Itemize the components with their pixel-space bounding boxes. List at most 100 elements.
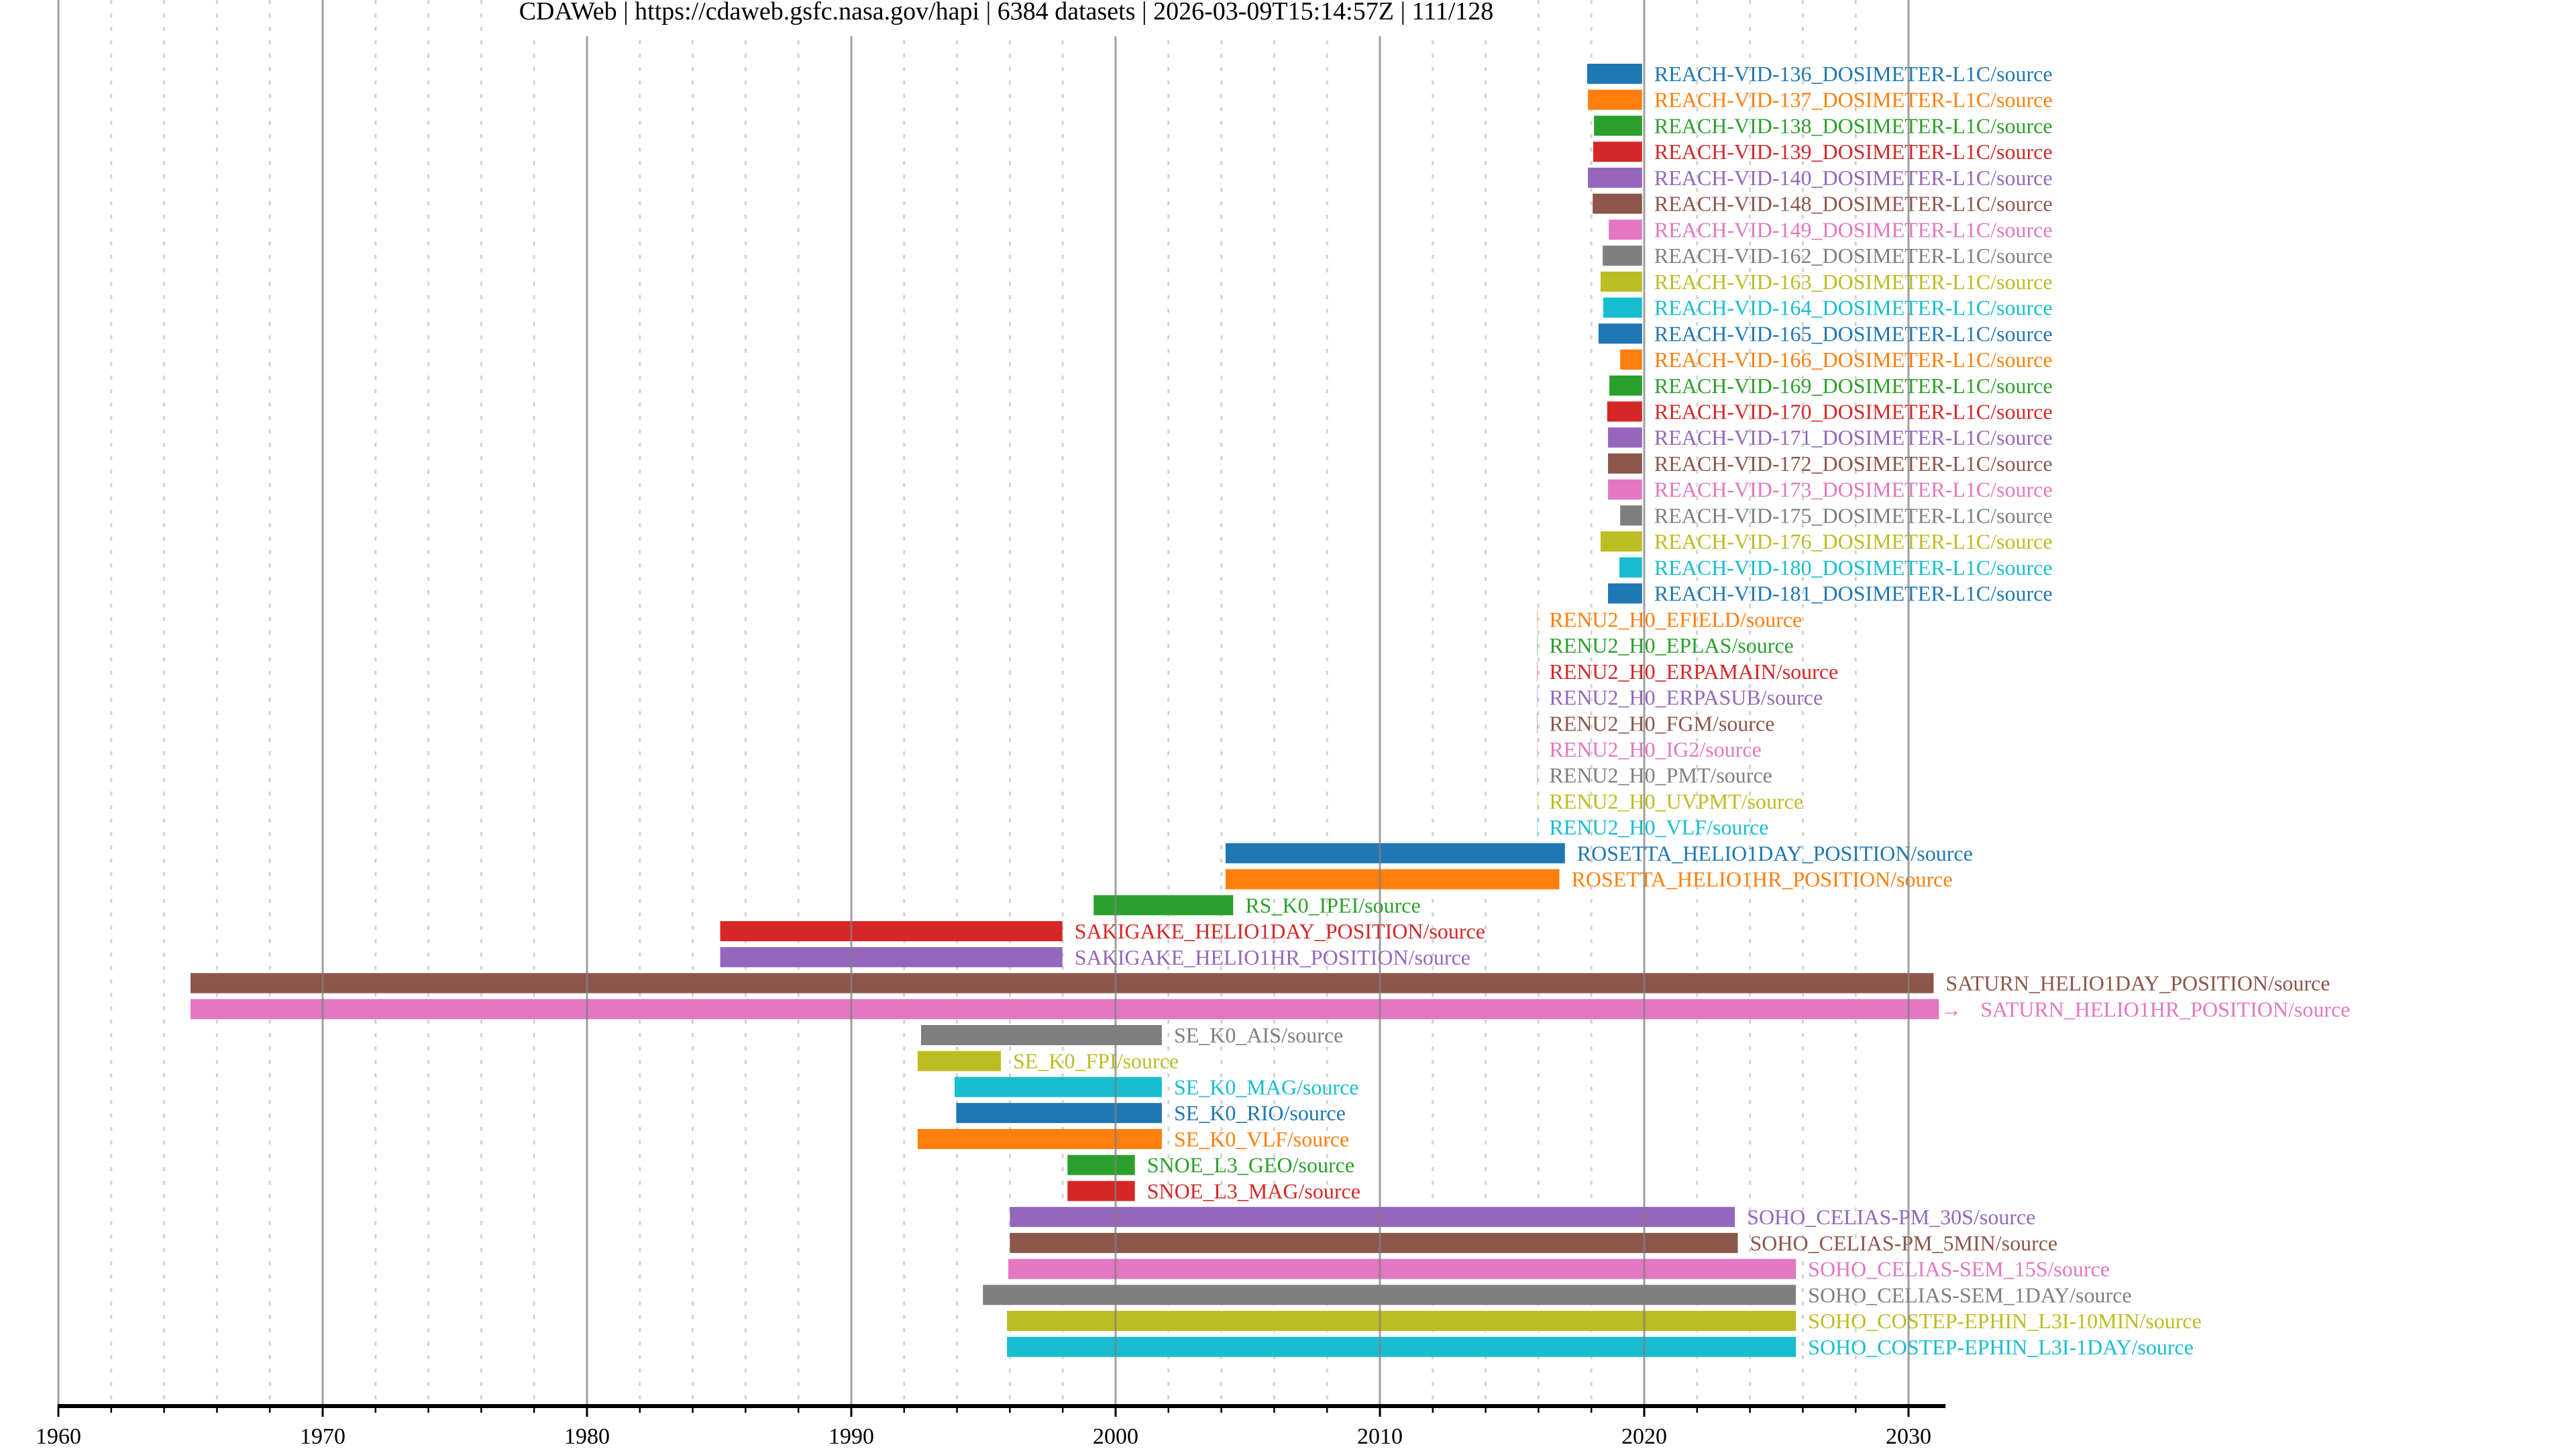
dataset-bar[interactable] [1593, 142, 1642, 162]
dataset-label[interactable]: REACH-VID-136_DOSIMETER-L1C/source [1654, 62, 2053, 86]
dataset-bar[interactable] [1603, 246, 1642, 266]
dataset-bar[interactable] [1600, 271, 1642, 292]
dataset-bar[interactable] [1225, 843, 1565, 863]
dataset-bar[interactable] [1603, 297, 1642, 318]
dataset-bar[interactable] [1537, 661, 1538, 682]
dataset-label[interactable]: RENU2_H0_EPLAS/source [1549, 633, 1793, 657]
dataset-label[interactable]: RENU2_H0_EFIELD/source [1549, 607, 1802, 631]
dataset-bar[interactable] [1537, 609, 1538, 630]
dataset-label[interactable]: REACH-VID-138_DOSIMETER-L1C/source [1654, 113, 2053, 138]
dataset-label[interactable]: REACH-VID-181_DOSIMETER-L1C/source [1654, 582, 2053, 606]
dataset-bar[interactable] [720, 947, 1063, 967]
dataset-bar[interactable] [1010, 1232, 1738, 1253]
dataset-label[interactable]: SOHO_COSTEP-EPHIN_L3I-1DAY/source [1808, 1335, 2194, 1359]
dataset-label[interactable]: SATURN_HELIO1DAY_POSITION/source [1945, 971, 2330, 996]
dataset-bar[interactable] [1008, 1258, 1796, 1279]
dataset-bar[interactable] [1608, 479, 1642, 500]
dataset-label[interactable]: REACH-VID-169_DOSIMETER-L1C/source [1654, 374, 2053, 398]
dataset-label[interactable]: REACH-VID-148_DOSIMETER-L1C/source [1654, 192, 2053, 216]
dataset-label[interactable]: SE_K0_VLF/source [1174, 1127, 1349, 1151]
dataset-label[interactable]: SE_K0_MAG/source [1174, 1075, 1359, 1099]
dataset-bar[interactable] [1619, 557, 1642, 578]
dataset-label[interactable]: RENU2_H0_ERPAMAIN/source [1549, 659, 1838, 684]
dataset-bar[interactable] [1537, 791, 1538, 812]
dataset-label[interactable]: ROSETTA_HELIO1DAY_POSITION/source [1577, 841, 1973, 865]
dataset-label[interactable]: RS_K0_IPEI/source [1245, 893, 1420, 917]
dataset-bar[interactable] [1067, 1155, 1135, 1175]
dataset-label[interactable]: REACH-VID-164_DOSIMETER-L1C/source [1654, 296, 2053, 320]
dataset-bar[interactable] [191, 973, 1934, 994]
dataset-label[interactable]: REACH-VID-139_DOSIMETER-L1C/source [1654, 140, 2053, 164]
dataset-bar[interactable] [1620, 505, 1642, 526]
dataset-label[interactable]: SAKIGAKE_HELIO1HR_POSITION/source [1075, 945, 1470, 969]
dataset-bar[interactable] [956, 1103, 1162, 1124]
dataset-bar[interactable] [1593, 193, 1642, 214]
dataset-bar[interactable] [1007, 1336, 1796, 1357]
dataset-bar[interactable] [1537, 687, 1538, 708]
dataset-bar[interactable] [720, 921, 1063, 942]
dataset-bar[interactable] [1067, 1181, 1135, 1201]
dataset-label[interactable]: REACH-VID-172_DOSIMETER-L1C/source [1654, 451, 2053, 476]
dataset-label[interactable]: SOHO_CELIAS-SEM_15S/source [1808, 1257, 2110, 1281]
dataset-bar[interactable] [1537, 713, 1538, 734]
dataset-bar[interactable] [1588, 167, 1642, 188]
dataset-label[interactable]: SE_K0_AIS/source [1174, 1023, 1343, 1047]
dataset-label[interactable]: REACH-VID-171_DOSIMETER-L1C/source [1654, 425, 2053, 449]
dataset-label[interactable]: SOHO_COSTEP-EPHIN_L3I-10MIN/source [1808, 1309, 2202, 1333]
dataset-bar[interactable] [1537, 635, 1538, 656]
dataset-label[interactable]: SOHO_CELIAS-PM_30S/source [1747, 1205, 2035, 1229]
dataset-label[interactable]: SAKIGAKE_HELIO1DAY_POSITION/source [1075, 919, 1485, 943]
dataset-label[interactable]: REACH-VID-176_DOSIMETER-L1C/source [1654, 529, 2053, 553]
dataset-label[interactable]: ROSETTA_HELIO1HR_POSITION/source [1572, 867, 1953, 892]
dataset-label[interactable]: REACH-VID-166_DOSIMETER-L1C/source [1654, 347, 2053, 372]
dataset-bar[interactable] [1537, 739, 1538, 759]
dataset-bar[interactable] [1600, 531, 1642, 552]
dataset-label[interactable]: REACH-VID-162_DOSIMETER-L1C/source [1654, 244, 2053, 268]
dataset-bar[interactable] [917, 1051, 1002, 1071]
dataset-bar[interactable] [1007, 1311, 1796, 1332]
dataset-bar[interactable] [1093, 895, 1234, 916]
dataset-bar[interactable] [1608, 583, 1642, 604]
dataset-label[interactable]: REACH-VID-137_DOSIMETER-L1C/source [1654, 88, 2053, 112]
dataset-bar[interactable] [1010, 1207, 1735, 1228]
dataset-label[interactable]: SNOE_L3_GEO/source [1147, 1153, 1354, 1177]
dataset-label[interactable]: REACH-VID-149_DOSIMETER-L1C/source [1654, 217, 2053, 241]
dataset-label[interactable]: REACH-VID-163_DOSIMETER-L1C/source [1654, 270, 2053, 294]
dataset-label[interactable]: REACH-VID-140_DOSIMETER-L1C/source [1654, 166, 2053, 190]
dataset-bar[interactable] [1609, 219, 1642, 240]
dataset-bar[interactable] [1608, 453, 1642, 474]
dataset-label[interactable]: REACH-VID-165_DOSIMETER-L1C/source [1654, 321, 2053, 345]
dataset-bar[interactable] [921, 1025, 1162, 1046]
dataset-bar[interactable] [1620, 350, 1642, 370]
dataset-label[interactable]: RENU2_H0_IG2/source [1549, 737, 1761, 761]
dataset-label[interactable]: RENU2_H0_PMT/source [1549, 763, 1772, 788]
dataset-bar[interactable] [1598, 323, 1642, 344]
dataset-bar[interactable] [1537, 817, 1538, 838]
dataset-bar[interactable] [1225, 869, 1560, 890]
dataset-label[interactable]: RENU2_H0_FGM/source [1549, 711, 1774, 735]
dataset-bar[interactable] [983, 1285, 1796, 1305]
dataset-bar[interactable] [1588, 89, 1642, 110]
dataset-label[interactable]: SE_K0_FPI/source [1013, 1049, 1179, 1073]
dataset-bar[interactable] [1607, 401, 1642, 422]
dataset-label[interactable]: SE_K0_RIO/source [1174, 1101, 1346, 1125]
dataset-bar[interactable] [1587, 64, 1642, 84]
dataset-label[interactable]: SOHO_CELIAS-SEM_1DAY/source [1808, 1283, 2131, 1307]
dataset-bar[interactable] [1608, 427, 1642, 448]
dataset-label[interactable]: REACH-VID-180_DOSIMETER-L1C/source [1654, 555, 2053, 580]
dataset-label[interactable]: SNOE_L3_MAG/source [1147, 1179, 1360, 1203]
dataset-bar[interactable] [917, 1128, 1162, 1149]
dataset-bar[interactable] [1609, 375, 1642, 396]
dataset-bar[interactable] [955, 1077, 1162, 1097]
dataset-bar[interactable] [1594, 115, 1642, 136]
dataset-label[interactable]: RENU2_H0_UVPMT/source [1549, 789, 1803, 813]
dataset-label[interactable]: REACH-VID-173_DOSIMETER-L1C/source [1654, 478, 2053, 502]
dataset-label[interactable]: REACH-VID-175_DOSIMETER-L1C/source [1654, 503, 2053, 527]
dataset-label[interactable]: RENU2_H0_VLF/source [1549, 815, 1768, 839]
dataset-label[interactable]: SATURN_HELIO1HR_POSITION/source [1980, 997, 2350, 1021]
dataset-bar[interactable] [1537, 765, 1538, 786]
dataset-label[interactable]: SOHO_CELIAS-PM_5MIN/source [1750, 1231, 2057, 1255]
dataset-label[interactable]: RENU2_H0_ERPASUB/source [1549, 686, 1823, 710]
dataset-label[interactable]: REACH-VID-170_DOSIMETER-L1C/source [1654, 399, 2053, 423]
dataset-bar[interactable] [191, 999, 1939, 1020]
